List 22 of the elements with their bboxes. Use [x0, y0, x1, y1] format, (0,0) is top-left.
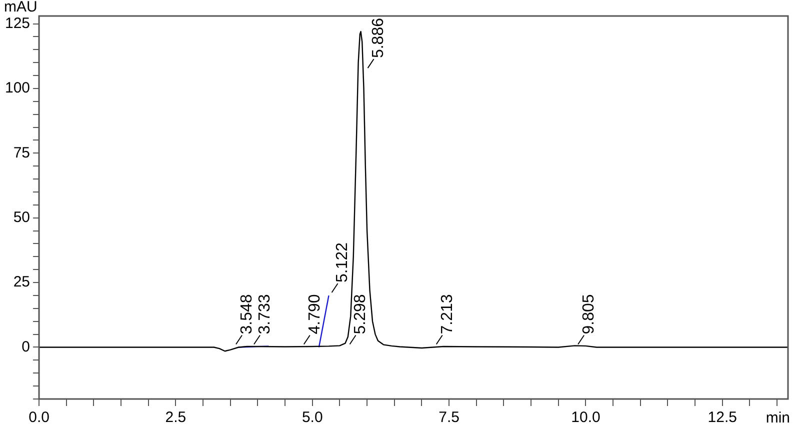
- y-tick-label: 100: [4, 80, 30, 97]
- y-tick-label: 0: [22, 338, 30, 356]
- x-tick-label: 12.5: [708, 409, 737, 426]
- y-tick-label: 75: [13, 144, 30, 162]
- y-tick-label: 125: [4, 14, 30, 32]
- annotation: 3.733: [256, 294, 274, 334]
- annotation: 7.213: [438, 294, 456, 334]
- x-tick-label: 2.5: [165, 409, 186, 426]
- annotation: 5.886: [370, 18, 388, 58]
- x-tick-label: 7.5: [438, 409, 460, 426]
- x-tick-label: 5.0: [302, 409, 323, 426]
- x-tick-label: 0.0: [28, 409, 50, 426]
- annotation: 3.548: [238, 294, 256, 334]
- annotation: 5.298: [352, 294, 370, 334]
- x-tick-label: 10.0: [571, 409, 600, 426]
- annotation: 4.790: [306, 294, 324, 334]
- y-tick-label: 25: [13, 274, 30, 291]
- y-axis-title: mAU: [4, 0, 38, 16]
- y-tick-label: 50: [13, 208, 30, 226]
- x-axis-title: min: [766, 410, 790, 427]
- annotation: 5.122: [334, 242, 352, 282]
- annotation: 9.805: [580, 294, 598, 334]
